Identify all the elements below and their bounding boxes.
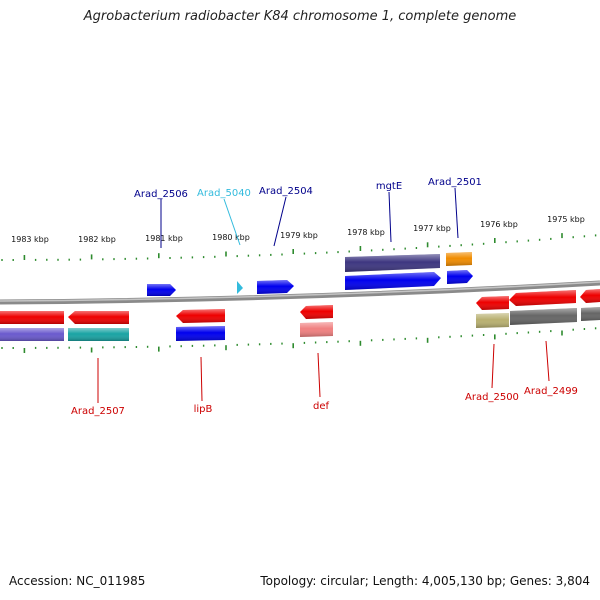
gene-label-def[interactable]: def [313,401,330,412]
gene-label-arad-2506[interactable]: Arad_2506 [134,189,188,200]
scale-label: 1979 kbp [280,231,318,240]
gene-arad-2506[interactable] [147,284,176,296]
map-title: Agrobacterium radiobacter K84 chromosome… [83,9,517,24]
genes-label: Genes: [509,574,552,588]
scale-label: 1981 kbp [145,234,183,243]
scale-track-top [1,233,597,261]
scale-label: 1982 kbp [78,235,116,244]
accession-value: NC_011985 [76,574,146,588]
scale-label: 1980 kbp [212,233,250,242]
gene-label-arad-2501[interactable]: Arad_2501 [428,177,482,188]
reverse-strand-genes [0,289,600,341]
gene-arad-2500-outer[interactable] [476,313,509,328]
length-value: 4,005,130 bp [421,574,502,588]
gene-arad-2504[interactable] [257,280,294,294]
gene-arad-2499-outer[interactable] [510,308,577,325]
gene-label-arad-2504[interactable]: Arad_2504 [259,186,313,197]
scale-label: 1983 kbp [11,235,49,244]
genes-value: 3,804 [555,574,590,588]
scale-labels: 1983 kbp 1982 kbp 1981 kbp 1980 kbp 1979… [11,215,585,244]
accession-info: Accession: NC_011985 [9,574,145,588]
gene-partial-right[interactable] [580,289,600,321]
gene-def-outer[interactable] [300,322,333,337]
length-label: Length: [372,574,419,588]
forward-strand-genes [147,252,473,296]
genome-stats: Topology: circular; Length: 4,005,130 bp… [260,574,590,588]
gene-arad-2500[interactable] [476,296,509,310]
gene-arad-2507-outer[interactable] [68,328,129,341]
gene-arad-5040[interactable] [237,281,243,294]
gene-label-mgte[interactable]: mgtE [376,181,402,192]
gene-labels-top: Arad_2506 Arad_5040 Arad_2504 mgtE Arad_… [134,177,482,248]
gene-mgte[interactable] [345,272,441,290]
gene-labels-bottom: Arad_2507 lipB def Arad_2500 Arad_2499 [71,340,578,417]
gene-label-arad-2500[interactable]: Arad_2500 [465,392,519,403]
chromosome-backbone-highlight [0,281,600,302]
scale-label: 1978 kbp [347,228,385,237]
topology-label: Topology: [260,574,317,588]
gene-partial-left[interactable] [0,311,64,341]
chromosome-backbone [0,280,600,305]
gene-mgte-outer[interactable] [345,254,440,272]
scale-label: 1977 kbp [413,224,451,233]
gene-arad-2499[interactable] [509,290,576,306]
gene-arad-2507[interactable] [68,311,129,324]
scale-label: 1975 kbp [547,215,585,224]
gene-lipb-outer[interactable] [176,326,225,341]
gene-lipb[interactable] [176,309,225,323]
topology-value: circular [320,574,365,588]
gene-label-arad-5040[interactable]: Arad_5040 [197,188,251,199]
scale-track-bottom [1,327,597,353]
gene-label-arad-2507[interactable]: Arad_2507 [71,406,125,417]
accession-label: Accession: [9,574,73,588]
gene-def[interactable] [300,305,333,319]
scale-label: 1976 kbp [480,220,518,229]
gene-label-lipb[interactable]: lipB [194,404,213,415]
gene-arad-2501-outer[interactable] [446,252,472,266]
gene-arad-2501[interactable] [447,270,473,284]
gene-label-arad-2499[interactable]: Arad_2499 [524,386,578,397]
